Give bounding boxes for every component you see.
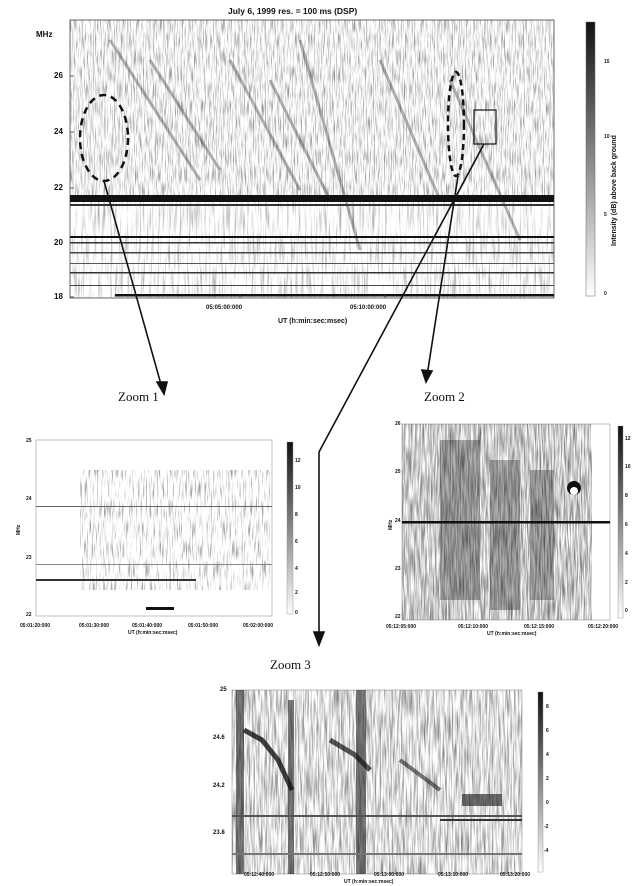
zoom2-cb-8: 8 [625,493,628,499]
zoom3-xtick-4: 05:13:10:000 [438,872,469,878]
zoom1-ytick-25: 25 [26,438,32,444]
zoom2-xlabel: UT (h:min:sec:msec) [487,631,537,637]
zoom3-ytick-24.2: 24.2 [213,783,225,789]
zoom2-ytick-24: 24 [395,518,401,524]
zoom2-cb-6: 6 [625,522,628,528]
main-title: July 6, 1999 res. = 100 ms (DSP) [228,6,358,16]
zoom1-cb-2: 2 [295,590,298,596]
main-cb-tick-5: 5 [604,212,607,218]
arrow-zoom3-diag [318,143,485,453]
zoom3-rectangle [473,109,497,145]
main-y-unit: MHz [36,30,53,39]
zoom1-xtick-4: 05:01:50:000 [188,623,219,629]
zoom2-xtick-3: 05:12:15:000 [524,624,555,630]
main-cb-tick-15: 15 [604,59,610,65]
zoom3-xtick-5: 05:13:20:000 [500,872,531,878]
zoom1-xtick-2: 05:01:30:000 [79,623,110,629]
zoom1-xtick-3: 05:01:40:000 [132,623,163,629]
zoom3-cb-neg2: -2 [544,824,549,830]
zoom1-cb-12: 12 [295,458,301,464]
arrow-zoom2-head [420,369,434,384]
zoom1-xlabel: UT (h:min:sec:msec) [128,630,178,636]
zoom3-xtick-1: 05:12:40:000 [244,872,275,878]
main-colorbar [585,21,596,297]
zoom2-ytick-23: 23 [395,566,401,572]
main-ytick-18: 18 [54,292,63,301]
zoom2-cb-0: 0 [625,608,628,614]
zoom1-xtick-1: 05:01:20:000 [20,623,51,629]
zoom3-cb-neg4: -4 [544,848,549,854]
zoom1-cb-6: 6 [295,539,298,545]
main-xlabel: UT (h:min:sec:msec) [278,318,348,325]
main-cb-tick-0: 0 [604,291,607,297]
zoom3-xlabel: UT (h:min:sec:msec) [344,879,394,885]
zoom3-ytick-25: 25 [220,687,227,693]
zoom1-ytick-24: 24 [26,496,32,502]
zoom3-cb-4: 4 [546,752,549,758]
zoom2-cb-10: 10 [625,464,631,470]
zoom3-cb-0: 0 [546,800,549,806]
zoom1-cb-4: 4 [295,566,298,572]
zoom2-xtick-4: 05:12:20:000 [588,624,619,630]
zoom2-cb-12: 12 [625,436,631,442]
zoom3-xtick-2: 05:12:50:000 [310,872,341,878]
zoom3-cb-8: 8 [546,704,549,710]
zoom3-cb-6: 6 [546,728,549,734]
main-xtick-2: 05:10:00:000 [350,305,387,311]
arrow-zoom1-head [155,381,169,397]
zoom2-cb-4: 4 [625,551,628,557]
zoom3-cb-2: 2 [546,776,549,782]
zoom3-label: Zoom 3 [270,657,311,672]
main-ytick-20: 20 [54,238,63,247]
zoom2-xtick-1: 05:12:05:000 [386,624,417,630]
main-cb-tick-10: 10 [604,134,610,140]
zoom2-ytick-26: 26 [395,421,401,427]
main-xtick-1: 05:05:00:000 [206,305,243,311]
zoom2-ytick-25: 25 [395,469,401,475]
zoom2-xtick-2: 05:12:10:000 [458,624,489,630]
main-ytick-26: 26 [54,71,63,80]
zoom2-label: Zoom 2 [424,389,465,404]
zoom2-ytick-22: 22 [395,614,401,620]
main-ytick-22: 22 [54,183,63,192]
zoom1-cb-10: 10 [295,485,301,491]
arrow-zoom2 [426,175,459,377]
zoom2-cb-2: 2 [625,580,628,586]
zoom1-cb-0: 0 [295,610,298,616]
arrow-zoom3-head [312,631,326,648]
main-ytick-24: 24 [54,127,63,136]
zoom3-ytick-23.8: 23.8 [213,830,225,836]
zoom2-ellipse [446,70,466,178]
arrow-zoom1 [103,180,163,389]
zoom1-label: Zoom 1 [118,389,159,404]
zoom3-xtick-3: 05:13:00:000 [374,872,405,878]
zoom1-xtick-5: 05:02:00:000 [243,623,274,629]
zoom1-cb-8: 8 [295,512,298,518]
zoom3-ytick-24.6: 24.6 [213,735,225,741]
zoom1-ytick-23: 23 [26,555,32,561]
zoom1-ytick-22: 22 [26,612,32,618]
